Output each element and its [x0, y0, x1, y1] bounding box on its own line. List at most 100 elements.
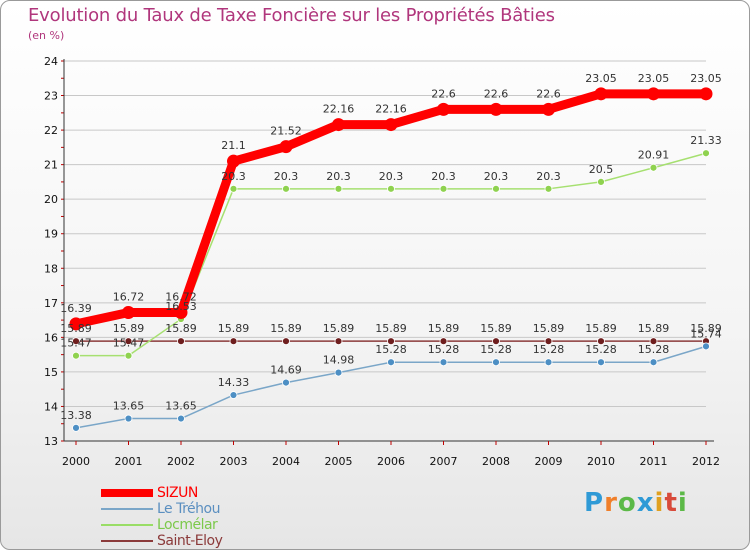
data-label-le-tr-hou-2001: 13.65 [113, 400, 145, 413]
x-tick-label-2008: 2008 [482, 455, 510, 468]
data-label-saint-eloy-2002: 15.89 [165, 322, 197, 335]
logo-letter-o: o [617, 488, 637, 518]
x-tick-label-2004: 2004 [272, 455, 300, 468]
data-label-sizun-2003: 21.1 [221, 139, 246, 152]
point-sizun-2001 [122, 305, 135, 319]
data-label-le-tr-hou-2005: 14.98 [323, 354, 355, 367]
point-locm-lar-2000 [72, 351, 80, 360]
data-label-saint-eloy-2003: 15.89 [218, 322, 250, 335]
point-sizun-2003 [227, 154, 240, 168]
data-label-locm-lar-2002: 16.53 [165, 300, 197, 313]
point-le-tr-hou-2010 [597, 358, 605, 367]
y-tick-label-14: 14 [44, 400, 58, 413]
x-tick-label-2000: 2000 [62, 455, 90, 468]
data-label-sizun-2002: 16.72 [165, 290, 197, 303]
point-locm-lar-2007 [439, 184, 448, 193]
logo-letter-i2: i [677, 488, 688, 518]
point-le-tr-hou-2003 [229, 391, 238, 399]
point-locm-lar-2009 [544, 184, 553, 193]
point-le-tr-hou-2008 [492, 358, 500, 367]
y-tick-label-13: 13 [44, 435, 58, 448]
point-sizun-2007 [437, 102, 450, 116]
data-label-saint-eloy-2006: 15.89 [375, 322, 407, 335]
point-sizun-2004 [279, 140, 293, 154]
point-saint-eloy-2010 [597, 337, 605, 346]
data-label-saint-eloy-2011: 15.89 [638, 322, 670, 335]
data-label-locm-lar-2000: 15.47 [60, 337, 92, 350]
legend-label-le-trehou: Le Tréhou [157, 501, 220, 517]
point-locm-lar-2003 [229, 184, 238, 193]
logo-letter-i: i [654, 488, 665, 518]
data-label-sizun-2006: 22.16 [375, 103, 407, 116]
data-label-saint-eloy-2010: 15.89 [585, 322, 617, 335]
point-sizun-2012 [699, 87, 713, 101]
point-le-tr-hou-2011 [649, 358, 658, 367]
data-label-locm-lar-2009: 20.3 [536, 170, 561, 183]
data-label-locm-lar-2004: 20.3 [274, 170, 299, 183]
legend-label-locmelar: Locmélar [157, 517, 218, 533]
data-label-le-tr-hou-2009: 15.28 [533, 343, 565, 356]
point-le-tr-hou-2000 [72, 423, 80, 432]
data-label-le-tr-hou-2007: 15.28 [428, 343, 460, 356]
legend-swatch-locmelar [101, 524, 153, 526]
y-tick-label-17: 17 [44, 297, 58, 310]
point-sizun-2000 [69, 317, 83, 331]
logo-letter-r: r [604, 488, 618, 518]
x-tick-label-2007: 2007 [430, 455, 458, 468]
y-tick-label-15: 15 [44, 366, 58, 379]
data-label-sizun-2010: 23.05 [585, 72, 617, 85]
chart-title: Evolution du Taux de Taxe Foncière sur l… [28, 5, 555, 26]
point-saint-eloy-2001 [124, 337, 133, 346]
data-label-locm-lar-2012: 21.33 [690, 134, 722, 147]
point-saint-eloy-2000 [72, 337, 80, 346]
data-label-sizun-2009: 22.6 [536, 87, 561, 100]
point-sizun-2011 [647, 87, 660, 101]
x-tick-label-2006: 2006 [377, 455, 405, 468]
data-label-le-tr-hou-2008: 15.28 [480, 343, 512, 356]
x-tick-label-2009: 2009 [535, 455, 563, 468]
data-label-le-tr-hou-2011: 15.28 [638, 343, 670, 356]
data-label-sizun-2007: 22.6 [431, 87, 456, 100]
y-tick-label-18: 18 [44, 262, 58, 275]
point-sizun-2006 [384, 118, 398, 132]
point-sizun-2002 [174, 305, 188, 319]
data-label-le-tr-hou-2006: 15.28 [375, 343, 407, 356]
point-saint-eloy-2008 [492, 337, 500, 346]
x-tick-label-2001: 2001 [115, 455, 143, 468]
legend-label-saint-eloy: Saint-Eloy [157, 533, 223, 549]
point-sizun-2008 [489, 102, 503, 116]
logo-letter-x: x [636, 488, 655, 518]
point-locm-lar-2004 [282, 184, 290, 193]
data-label-saint-eloy-2000: 15.89 [60, 322, 92, 335]
point-saint-eloy-2004 [282, 337, 290, 346]
data-label-sizun-2001: 16.72 [113, 290, 145, 303]
data-label-locm-lar-2011: 20.91 [638, 149, 670, 162]
data-label-saint-eloy-2001: 15.89 [113, 322, 145, 335]
point-locm-lar-2011 [649, 163, 658, 172]
data-label-locm-lar-2007: 20.3 [431, 170, 456, 183]
y-tick-label-22: 22 [44, 124, 58, 137]
y-tick-label-19: 19 [44, 228, 58, 241]
data-label-saint-eloy-2004: 15.89 [270, 322, 302, 335]
data-label-locm-lar-2001: 15.47 [113, 337, 145, 350]
data-label-locm-lar-2003: 20.3 [221, 170, 246, 183]
legend-swatch-le-trehou [101, 508, 153, 510]
y-tick-label-16: 16 [44, 331, 58, 344]
point-saint-eloy-2005 [334, 337, 343, 346]
x-tick-label-2010: 2010 [587, 455, 615, 468]
point-le-tr-hou-2002 [177, 414, 185, 423]
y-tick-label-20: 20 [44, 193, 58, 206]
data-label-sizun-2008: 22.6 [484, 87, 509, 100]
data-label-le-tr-hou-2000: 13.38 [60, 409, 92, 422]
y-tick-label-24: 24 [44, 55, 58, 68]
point-saint-eloy-2007 [439, 337, 448, 346]
point-le-tr-hou-2001 [124, 414, 133, 423]
data-label-le-tr-hou-2010: 15.28 [585, 343, 617, 356]
x-tick-label-2002: 2002 [167, 455, 195, 468]
y-tick-label-21: 21 [44, 159, 58, 172]
point-sizun-2009 [542, 102, 555, 116]
point-locm-lar-2008 [492, 184, 500, 193]
point-le-tr-hou-2009 [544, 358, 553, 367]
data-label-le-tr-hou-2002: 13.65 [165, 400, 197, 413]
